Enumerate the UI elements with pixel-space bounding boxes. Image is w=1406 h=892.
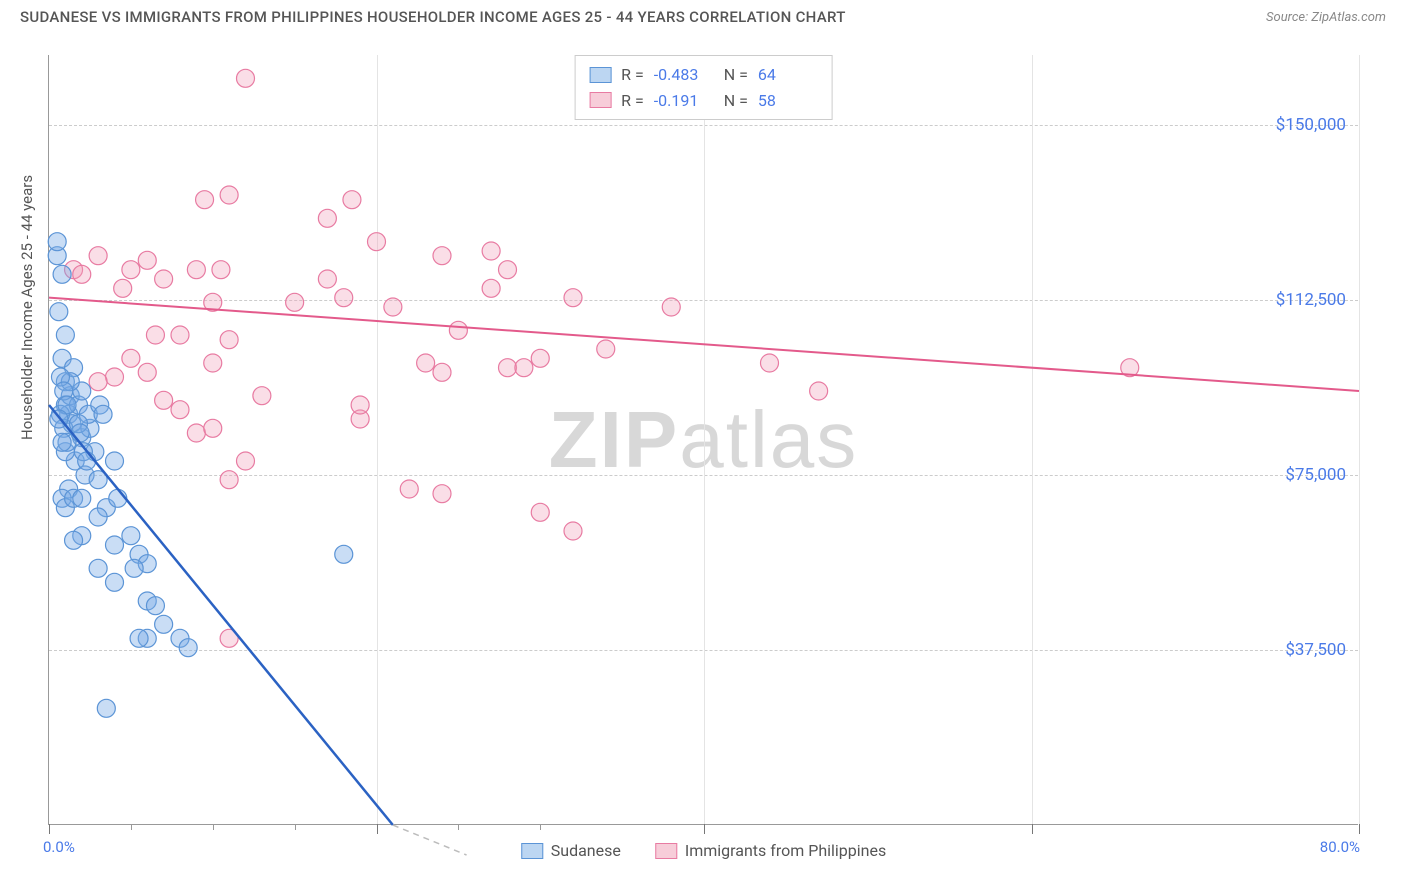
gridline-vertical	[1359, 55, 1360, 824]
x-tick-minor	[295, 824, 296, 830]
scatter-plot-svg	[49, 55, 1358, 824]
legend-swatch	[655, 843, 677, 859]
chart-plot-area: ZIPatlas $37,500$75,000$112,500$150,000 …	[48, 55, 1358, 825]
legend-series-item: Sudanese	[521, 841, 621, 860]
chart-title: SUDANESE VS IMMIGRANTS FROM PHILIPPINES …	[20, 8, 846, 26]
legend-r-value: -0.191	[654, 88, 714, 114]
legend-r-value: -0.483	[654, 62, 714, 88]
legend-swatch	[589, 67, 611, 83]
x-tick-major	[1359, 824, 1360, 834]
legend-series-label: Sudanese	[551, 841, 621, 860]
legend-swatch	[521, 843, 543, 859]
legend-n-label: N =	[724, 88, 748, 114]
x-tick-minor	[458, 824, 459, 830]
x-tick-major	[1032, 824, 1033, 834]
correlation-legend: R = -0.483 N = 64 R = -0.191 N = 58	[574, 55, 833, 120]
legend-swatch	[589, 92, 611, 108]
legend-correlation-row: R = -0.483 N = 64	[589, 62, 818, 88]
legend-series-item: Immigrants from Philippines	[655, 841, 886, 860]
x-axis-max-label: 80.0%	[1320, 838, 1360, 856]
y-axis-label: Householder Income Ages 25 - 44 years	[18, 175, 36, 440]
x-tick-major	[704, 824, 705, 834]
source-label: Source: ZipAtlas.com	[1266, 10, 1386, 25]
legend-n-label: N =	[724, 62, 748, 88]
series-legend: Sudanese Immigrants from Philippines	[521, 841, 886, 860]
legend-r-label: R =	[621, 62, 644, 88]
legend-correlation-row: R = -0.191 N = 58	[589, 88, 818, 114]
x-tick-minor	[540, 824, 541, 830]
x-tick-major	[49, 824, 50, 834]
x-axis-min-label: 0.0%	[43, 838, 75, 856]
legend-n-value: 58	[758, 88, 818, 114]
x-tick-minor	[213, 824, 214, 830]
legend-series-label: Immigrants from Philippines	[685, 841, 886, 860]
legend-r-label: R =	[621, 88, 644, 114]
legend-n-value: 64	[758, 62, 818, 88]
x-tick-major	[377, 824, 378, 834]
x-tick-minor	[131, 824, 132, 830]
